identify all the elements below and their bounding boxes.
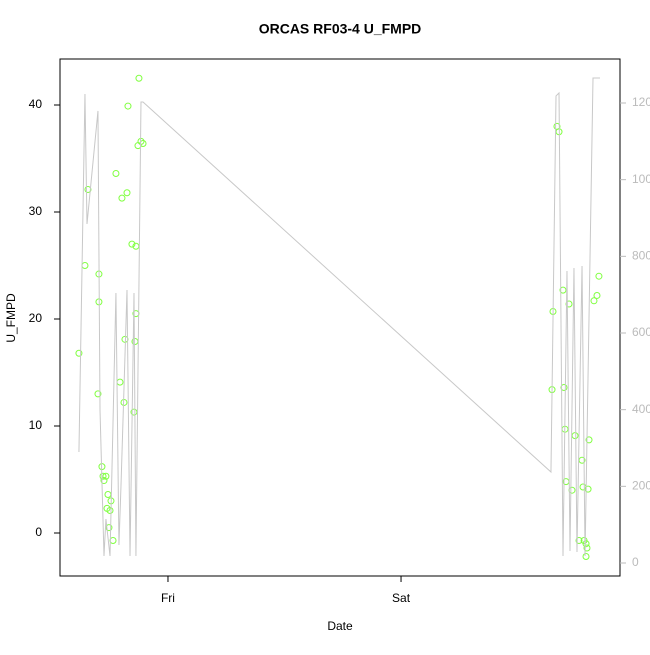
y2-tick-label: 4000 <box>632 402 650 416</box>
y-tick-label: 0 <box>35 525 42 539</box>
point <box>102 472 110 480</box>
y2-tick-label: 6000 <box>632 325 650 339</box>
point <box>595 272 603 280</box>
point <box>590 297 598 305</box>
point <box>81 262 89 270</box>
point <box>106 507 114 515</box>
point <box>124 102 132 110</box>
point <box>583 544 591 552</box>
x-tick-label: Sat <box>392 591 411 605</box>
point <box>75 349 83 357</box>
chart-title: ORCAS RF03-4 U_FMPD <box>259 21 422 37</box>
point <box>135 74 143 82</box>
x-axis-label: Date <box>327 619 353 633</box>
point <box>112 169 120 177</box>
y2-tick-label: 12000 <box>632 95 650 109</box>
point <box>123 189 131 197</box>
point <box>99 472 107 480</box>
point <box>582 553 590 561</box>
point <box>84 186 92 194</box>
point <box>94 390 102 398</box>
y-tick-label: 30 <box>29 204 43 218</box>
point <box>575 536 583 544</box>
y-tick-label: 10 <box>29 418 43 432</box>
point <box>571 432 579 440</box>
plot-frame <box>59 58 621 577</box>
point <box>130 408 138 416</box>
point <box>118 194 126 202</box>
y2-tick-label: 2000 <box>632 479 650 493</box>
point <box>109 536 117 544</box>
point <box>128 240 136 248</box>
x-tick-label: Fri <box>161 591 175 605</box>
y2-tick-label: 10000 <box>632 172 650 186</box>
point <box>568 486 576 494</box>
point <box>559 286 567 294</box>
point <box>593 291 601 299</box>
y2-tick-label: 8000 <box>632 249 650 263</box>
y2-tick-label: 0 <box>632 555 639 569</box>
y-tick-label: 20 <box>29 311 43 325</box>
point <box>582 540 590 548</box>
point <box>560 383 568 391</box>
point <box>116 378 124 386</box>
point <box>584 485 592 493</box>
point <box>585 436 593 444</box>
point <box>100 477 108 485</box>
y-tick-label: 40 <box>29 97 43 111</box>
y-axis-label: U_FMPD <box>4 293 18 343</box>
altitude-line <box>78 77 600 557</box>
point <box>104 490 112 498</box>
